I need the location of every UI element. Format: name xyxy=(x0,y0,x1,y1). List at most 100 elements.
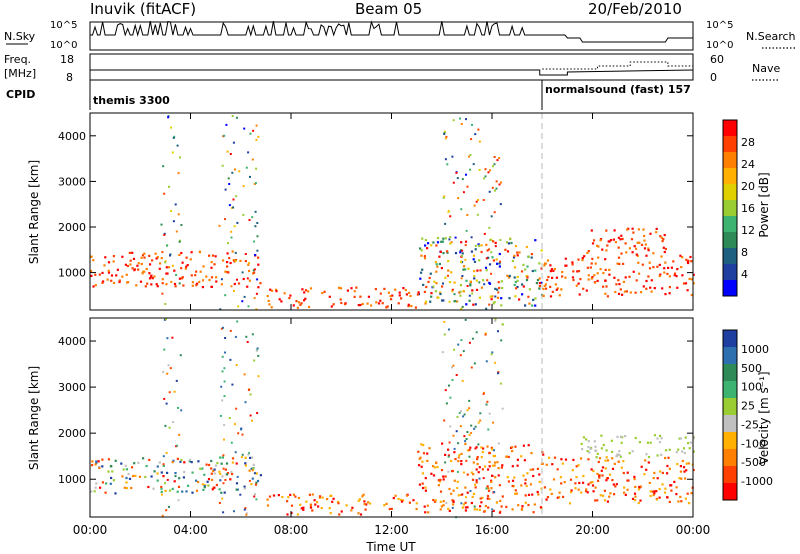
data-cell xyxy=(488,460,491,464)
data-cell xyxy=(660,255,663,258)
data-cell xyxy=(585,289,588,292)
data-cell xyxy=(203,473,206,476)
data-cell xyxy=(221,355,224,358)
data-cell xyxy=(426,452,429,455)
data-cell xyxy=(215,276,218,279)
data-cell xyxy=(460,123,463,125)
data-cell xyxy=(609,492,612,495)
data-cell xyxy=(661,240,664,243)
data-cell xyxy=(183,461,186,464)
data-cell xyxy=(440,240,443,243)
data-cell xyxy=(247,453,250,456)
data-cell xyxy=(107,470,110,473)
data-cell xyxy=(381,302,384,305)
data-cell xyxy=(539,506,542,509)
data-cell xyxy=(515,492,518,495)
data-cell xyxy=(572,278,575,282)
data-cell xyxy=(147,485,150,489)
data-cell xyxy=(110,476,113,480)
data-cell xyxy=(267,299,270,302)
data-cell xyxy=(634,291,637,294)
data-cell xyxy=(611,450,614,453)
data-cell xyxy=(441,442,444,445)
data-cell xyxy=(224,351,226,354)
data-cell xyxy=(180,459,183,462)
data-cell xyxy=(494,476,497,479)
data-cell xyxy=(589,481,592,484)
colorbar-tick-label: 1000 xyxy=(741,343,769,356)
data-cell xyxy=(679,495,682,498)
data-cell xyxy=(638,272,641,275)
data-cell xyxy=(187,484,190,487)
data-cell xyxy=(426,247,429,250)
data-cell xyxy=(487,171,490,174)
data-cell xyxy=(207,484,210,487)
y-tick-label: 3000 xyxy=(58,175,86,188)
data-cell xyxy=(648,261,651,264)
data-cell xyxy=(240,456,243,459)
data-cell xyxy=(534,239,537,242)
data-cell xyxy=(619,288,622,291)
nsky-tick-bottom: 10^0 xyxy=(50,40,77,51)
data-cell xyxy=(167,266,171,269)
data-cell xyxy=(631,227,634,230)
data-cell xyxy=(461,249,464,252)
data-cell xyxy=(626,479,629,482)
data-cell xyxy=(514,295,517,298)
data-cell xyxy=(496,288,499,291)
data-cell xyxy=(191,471,194,474)
data-cell xyxy=(141,254,145,257)
data-cell xyxy=(215,483,218,487)
data-cell xyxy=(222,326,224,329)
data-cell xyxy=(485,360,488,363)
data-cell xyxy=(637,488,640,491)
data-cell xyxy=(255,472,258,475)
data-cell xyxy=(522,474,525,477)
data-cell xyxy=(514,445,517,448)
data-cell xyxy=(165,509,168,512)
data-cell xyxy=(107,269,110,272)
data-cell xyxy=(597,479,600,482)
data-cell xyxy=(177,485,181,488)
data-cell xyxy=(174,475,177,478)
data-cell xyxy=(588,451,591,454)
data-cell xyxy=(632,270,635,273)
data-cell xyxy=(424,511,427,514)
data-cell xyxy=(305,500,308,503)
data-cell xyxy=(513,283,516,287)
data-cell xyxy=(286,513,289,516)
data-cell xyxy=(251,216,254,219)
data-cell xyxy=(663,267,666,270)
data-cell xyxy=(499,239,502,241)
data-cell xyxy=(229,478,232,481)
data-cell xyxy=(520,484,523,487)
data-cell xyxy=(194,274,197,277)
data-cell xyxy=(534,269,537,272)
data-cell xyxy=(451,499,454,502)
data-cell xyxy=(586,251,589,254)
data-cell xyxy=(141,272,144,275)
data-cell xyxy=(453,451,456,454)
data-cell xyxy=(638,486,641,489)
data-cell xyxy=(145,267,148,271)
data-cell xyxy=(323,290,326,293)
data-cell xyxy=(601,466,605,469)
data-cell xyxy=(442,500,445,503)
data-cell xyxy=(225,473,228,476)
data-cell xyxy=(457,442,460,445)
data-cell xyxy=(585,488,588,491)
data-cell xyxy=(513,254,516,257)
data-cell xyxy=(505,241,508,244)
data-cell xyxy=(452,364,455,367)
data-cell xyxy=(405,293,408,296)
data-cell xyxy=(483,510,486,513)
data-cell xyxy=(289,493,292,496)
data-cell xyxy=(148,458,151,461)
data-cell xyxy=(461,305,464,308)
data-cell xyxy=(466,491,469,494)
data-cell xyxy=(407,303,410,306)
data-cell xyxy=(495,501,498,504)
data-cell xyxy=(201,279,205,282)
data-cell xyxy=(417,291,420,294)
data-cell xyxy=(459,425,462,428)
